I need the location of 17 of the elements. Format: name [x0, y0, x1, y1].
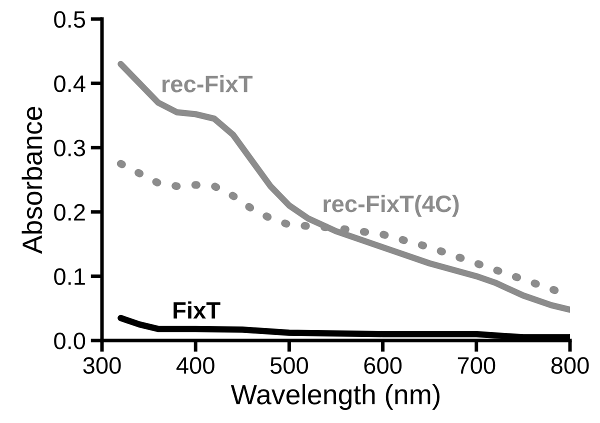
y-axis-title: Absorbance: [22, 106, 42, 254]
y-tick-label: 0.5: [54, 11, 86, 28]
x-tick-label: 800: [551, 357, 589, 374]
x-tick-label: 700: [458, 357, 496, 374]
x-tick-label: 600: [364, 357, 402, 374]
y-tick-label: 0.2: [54, 204, 85, 221]
x-axis-title: Wavelength (nm): [230, 384, 440, 410]
series-label: FixT: [174, 301, 220, 318]
series-label: rec-FixT: [162, 75, 253, 92]
y-tick-label: 0.3: [54, 140, 85, 156]
x-tick-label: 400: [176, 357, 214, 374]
series-label: rec-FixT(4C): [324, 194, 459, 217]
y-tick-label: 0.1: [54, 268, 85, 286]
y-tick-label: 0.4: [54, 75, 86, 92]
y-tick-label: 0.0: [54, 332, 86, 350]
x-tick-label: 500: [270, 357, 308, 374]
x-tick-label: 300: [83, 357, 121, 374]
